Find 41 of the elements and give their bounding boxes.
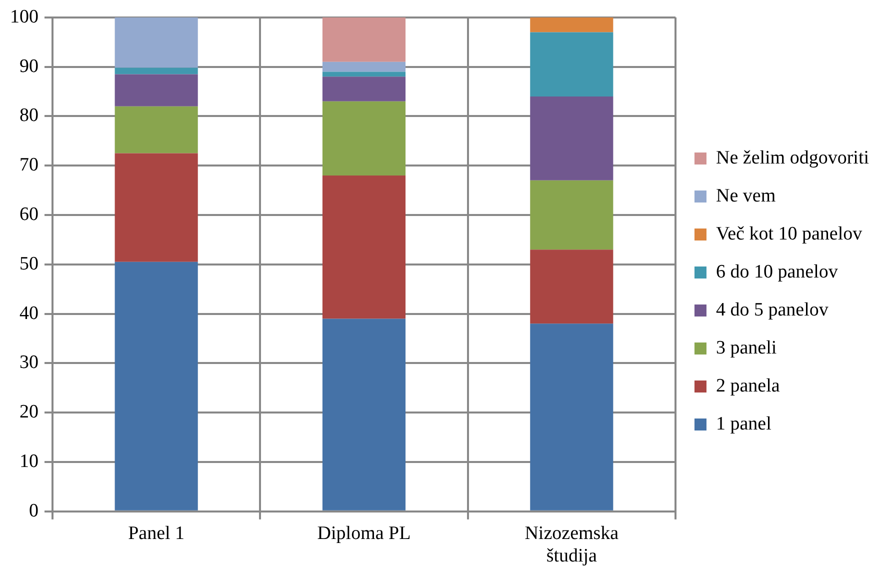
bar	[114, 153, 198, 262]
bar	[322, 101, 406, 176]
bar	[530, 96, 614, 180]
bar	[114, 74, 198, 106]
legend-label: Ne želim odgovoriti	[716, 147, 870, 168]
bar	[530, 324, 614, 510]
x-tick-label: Panel 1	[128, 522, 185, 544]
bar	[114, 262, 198, 510]
bar	[114, 68, 198, 74]
y-tick-label: 10	[20, 450, 38, 472]
legend-label: 6 do 10 panelov	[716, 261, 838, 282]
bar	[530, 32, 614, 96]
legend-label: 2 panela	[716, 375, 780, 396]
bar	[530, 180, 614, 250]
y-tick-label: 90	[20, 56, 38, 77]
legend-label: 3 paneli	[716, 337, 777, 358]
y-tick-label: 100	[10, 6, 38, 28]
legend-label: Ne vem	[716, 185, 776, 206]
y-tick-label: 30	[20, 352, 38, 374]
y-tick-label: 80	[20, 105, 38, 126]
legend-label: Več kot 10 panelov	[716, 223, 863, 244]
bar	[322, 72, 406, 77]
y-tick-label: 20	[20, 402, 38, 423]
bar	[322, 17, 406, 62]
y-tick-label: 70	[20, 154, 38, 176]
bar	[114, 106, 198, 154]
y-tick-label: 50	[20, 253, 38, 274]
bar	[322, 62, 406, 72]
bar	[322, 318, 406, 510]
x-tick-label: Diploma PL	[317, 522, 411, 544]
legend-label: 4 do 5 panelov	[716, 299, 829, 320]
bar	[322, 175, 406, 319]
y-tick-label: 60	[20, 204, 38, 225]
bar	[530, 250, 614, 324]
legend-label: 1 panel	[716, 413, 772, 434]
bar	[322, 76, 406, 102]
x-tick-label: Nizozemska študija	[524, 522, 620, 567]
y-tick-label: 0	[29, 500, 38, 522]
y-tick-label: 40	[20, 302, 38, 324]
bar	[114, 17, 198, 68]
bar	[530, 17, 614, 32]
